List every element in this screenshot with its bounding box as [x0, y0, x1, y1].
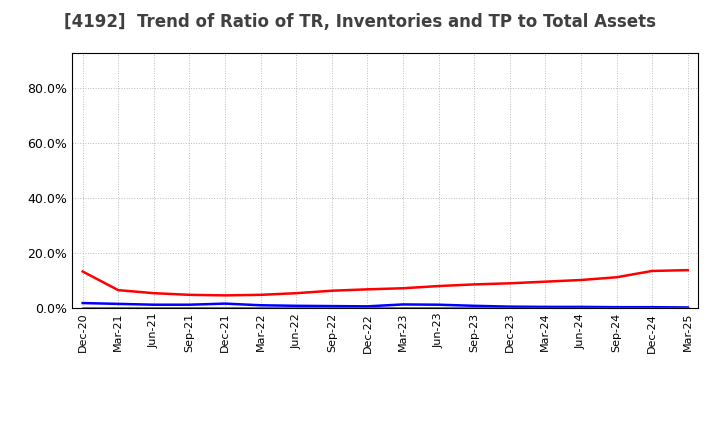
Trade Payables [399, 305, 408, 310]
Trade Receivables [612, 275, 621, 280]
Trade Payables [363, 305, 372, 310]
Inventories [256, 303, 265, 308]
Trade Payables [577, 305, 585, 310]
Trade Receivables [328, 288, 336, 293]
Trade Receivables [470, 282, 479, 287]
Trade Receivables [114, 287, 122, 293]
Line: Inventories: Inventories [83, 303, 688, 308]
Trade Receivables [683, 268, 692, 273]
Trade Payables [256, 305, 265, 310]
Inventories [612, 304, 621, 310]
Inventories [434, 302, 443, 308]
Trade Receivables [221, 293, 230, 298]
Inventories [577, 304, 585, 310]
Line: Trade Receivables: Trade Receivables [83, 270, 688, 295]
Inventories [541, 304, 549, 310]
Trade Payables [292, 305, 300, 310]
Trade Receivables [399, 286, 408, 291]
Trade Receivables [292, 290, 300, 296]
Trade Payables [612, 305, 621, 310]
Inventories [683, 305, 692, 310]
Text: [4192]  Trend of Ratio of TR, Inventories and TP to Total Assets: [4192] Trend of Ratio of TR, Inventories… [64, 13, 656, 31]
Trade Payables [78, 305, 87, 310]
Trade Payables [328, 305, 336, 310]
Trade Payables [648, 305, 657, 310]
Inventories [114, 301, 122, 307]
Trade Receivables [577, 277, 585, 282]
Trade Payables [114, 305, 122, 310]
Trade Payables [505, 305, 514, 310]
Inventories [328, 304, 336, 309]
Trade Receivables [434, 283, 443, 289]
Trade Receivables [541, 279, 549, 284]
Trade Payables [221, 305, 230, 310]
Trade Receivables [78, 269, 87, 274]
Inventories [221, 301, 230, 306]
Trade Receivables [648, 268, 657, 274]
Trade Receivables [363, 287, 372, 292]
Inventories [292, 303, 300, 308]
Inventories [185, 302, 194, 308]
Trade Receivables [256, 292, 265, 297]
Inventories [363, 304, 372, 309]
Trade Receivables [505, 281, 514, 286]
Trade Receivables [185, 292, 194, 297]
Trade Receivables [150, 290, 158, 296]
Inventories [150, 302, 158, 308]
Trade Payables [150, 305, 158, 310]
Trade Payables [434, 305, 443, 310]
Trade Payables [185, 305, 194, 310]
Inventories [470, 303, 479, 308]
Inventories [78, 301, 87, 306]
Trade Payables [470, 305, 479, 310]
Inventories [648, 304, 657, 310]
Inventories [505, 304, 514, 309]
Trade Payables [541, 305, 549, 310]
Trade Payables [683, 305, 692, 310]
Inventories [399, 302, 408, 307]
